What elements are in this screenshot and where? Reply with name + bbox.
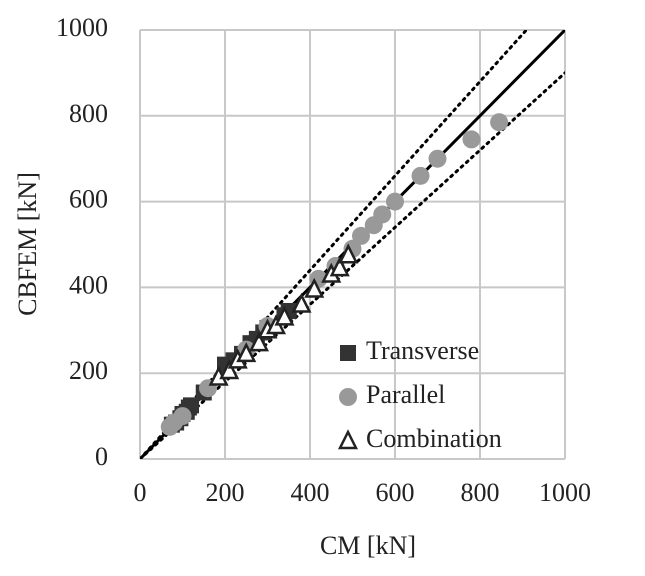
legend-label: Transverse xyxy=(366,336,479,365)
y-tick-label: 600 xyxy=(69,185,108,214)
point xyxy=(462,130,481,149)
point xyxy=(274,305,295,326)
point xyxy=(329,256,350,277)
point xyxy=(428,149,447,168)
point xyxy=(236,342,257,363)
reference-line xyxy=(140,71,565,459)
x-tick-label: 200 xyxy=(206,478,245,507)
x-tick-label: 800 xyxy=(461,478,500,507)
point xyxy=(352,226,370,245)
legend-marker xyxy=(339,388,357,406)
legend-marker xyxy=(340,345,356,361)
y-tick-label: 800 xyxy=(69,99,108,128)
point xyxy=(411,166,430,185)
x-axis-label: CM [kN] xyxy=(320,531,416,560)
y-tick-label: 200 xyxy=(69,356,108,385)
y-tick-label: 1000 xyxy=(56,13,108,42)
legend-label: Combination xyxy=(366,424,502,453)
point xyxy=(338,243,359,264)
x-tick-label: 0 xyxy=(134,478,147,507)
point xyxy=(490,113,509,132)
point xyxy=(386,192,404,211)
x-tick-label: 400 xyxy=(291,478,330,507)
point xyxy=(304,277,325,298)
y-tick-label: 400 xyxy=(69,270,108,299)
legend-label: Parallel xyxy=(366,380,445,409)
y-tick-label: 0 xyxy=(95,442,108,471)
point xyxy=(173,407,192,426)
x-tick-label: 600 xyxy=(376,478,415,507)
point xyxy=(248,331,270,352)
y-axis-label: CBFEM [kN] xyxy=(13,172,42,316)
point xyxy=(219,359,240,380)
point xyxy=(373,205,392,224)
point xyxy=(291,292,312,313)
x-tick-label: 1000 xyxy=(539,478,591,507)
legend-marker xyxy=(337,429,359,450)
